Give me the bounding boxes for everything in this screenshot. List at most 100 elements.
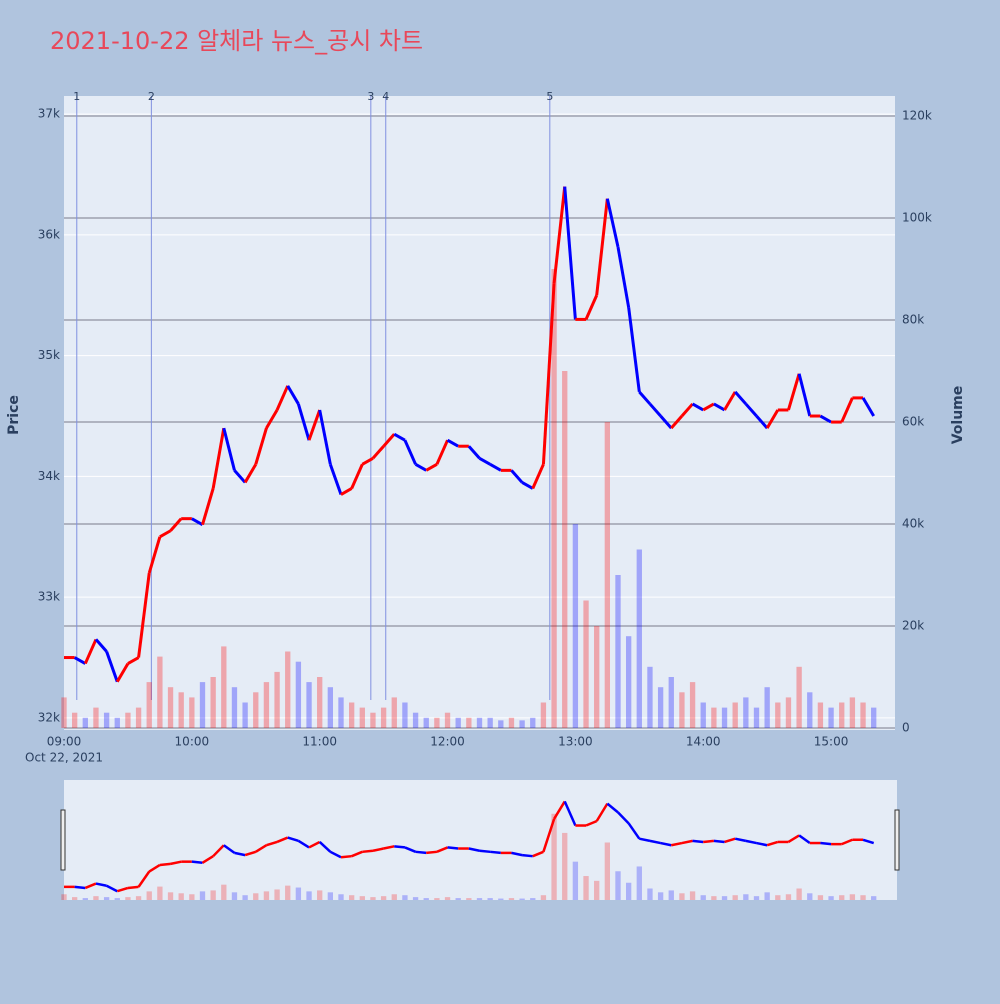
price-segment (340, 487, 353, 496)
price-segment (691, 402, 704, 412)
volume-bar (103, 712, 110, 728)
mini-volume-bar (860, 895, 866, 900)
mini-volume-bar (679, 893, 685, 900)
mini-volume-bar (817, 895, 824, 900)
price-segment (478, 456, 491, 466)
mini-price-segment (639, 837, 651, 843)
chart-title: 2021-10-22 알체라 뉴스_공시 차트 (50, 27, 423, 55)
price-segment (361, 456, 374, 466)
mini-volume-bar (871, 896, 877, 900)
mini-volume-bar (562, 832, 568, 900)
volume-bar (583, 600, 589, 728)
price-segment (723, 391, 737, 411)
mini-price-segment (617, 811, 630, 825)
volume-bar (508, 717, 515, 728)
mini-volume-bar (380, 896, 387, 900)
volume-bar (785, 697, 792, 728)
mini-volume-bar (125, 897, 131, 900)
mini-price-segment (148, 863, 161, 873)
range-slider[interactable] (64, 780, 897, 900)
range-handle[interactable] (894, 809, 900, 871)
mini-volume-bar (530, 898, 536, 900)
mini-price-segment (490, 850, 501, 855)
price-segment (414, 463, 427, 472)
mini-price-segment (820, 841, 832, 846)
y-tick-label: 35k (38, 348, 60, 362)
price-segment (243, 463, 258, 484)
mini-volume-bar (785, 894, 792, 900)
volume-bar (530, 717, 536, 728)
volume-bar (817, 702, 824, 728)
mini-price-segment (724, 837, 736, 844)
volume-bar (871, 707, 877, 728)
price-segment (595, 198, 609, 296)
mini-price-segment (276, 836, 289, 844)
mini-volume-bar (210, 890, 216, 900)
mini-price-segment (287, 836, 299, 843)
price-segment (83, 638, 98, 665)
mini-price-segment (255, 844, 268, 853)
y-tick-label: 34k (38, 469, 60, 483)
volume-bar (668, 677, 674, 728)
mini-price-segment (329, 850, 342, 859)
price-segment (861, 397, 875, 417)
price-segment (222, 427, 236, 471)
mini-volume-bar (93, 896, 99, 900)
price-segment (147, 536, 162, 574)
price-segment (307, 409, 322, 441)
mini-volume-bar (775, 895, 781, 900)
mini-volume-bar (721, 896, 728, 900)
mini-volume-bar (700, 895, 706, 900)
mini-price-segment (244, 850, 257, 857)
volume-bar (647, 666, 653, 728)
mini-volume-bar (285, 885, 291, 900)
mini-volume-bar (498, 898, 504, 900)
price-segment (787, 373, 801, 411)
volume-bar (466, 717, 472, 728)
mini-price-segment (383, 845, 395, 850)
news-label: 1 (73, 90, 80, 103)
price-segment (680, 402, 694, 418)
volume-bar (519, 720, 525, 728)
volume-bar (700, 702, 706, 728)
mini-price-segment (511, 851, 523, 857)
mini-price-segment (585, 819, 598, 827)
mini-volume-bar (753, 896, 760, 900)
mini-volume-bar (508, 898, 515, 900)
y2-tick-label: 60k (902, 415, 924, 429)
volume-bar (317, 677, 323, 728)
price-segment (819, 414, 832, 424)
volume-bar (849, 697, 856, 728)
mini-price-segment (521, 853, 533, 858)
mini-volume-bar (689, 891, 696, 900)
volume-bar (562, 371, 568, 728)
price-segment (403, 439, 417, 465)
x-tick-label: 15:00 (814, 735, 849, 749)
volume-bar (263, 682, 270, 728)
volume-bar (711, 707, 717, 728)
mini-price-segment (415, 850, 427, 855)
volume-bar (625, 636, 632, 728)
mini-volume-bar (402, 895, 408, 900)
mini-price-segment (553, 800, 566, 820)
volume-bar (157, 656, 163, 728)
range-handle[interactable] (60, 809, 66, 871)
volume-bar (732, 702, 738, 728)
volume-bar (743, 697, 749, 728)
volume-bar (721, 707, 728, 728)
mini-volume-bar (327, 892, 334, 900)
volume-bar (476, 717, 483, 728)
price-segment (702, 402, 715, 412)
mini-price-segment (212, 844, 225, 858)
price-segment (296, 403, 311, 441)
mini-price-segment (159, 862, 171, 867)
mini-volume-bar (487, 898, 493, 900)
news-label: 5 (546, 90, 553, 103)
volume-bar (125, 712, 131, 728)
volume-bar (231, 687, 238, 728)
price-segment (275, 385, 290, 411)
mini-volume-bar (807, 893, 813, 900)
price-segment (521, 481, 534, 490)
volume-bar (455, 717, 461, 728)
price-segment (552, 186, 567, 284)
